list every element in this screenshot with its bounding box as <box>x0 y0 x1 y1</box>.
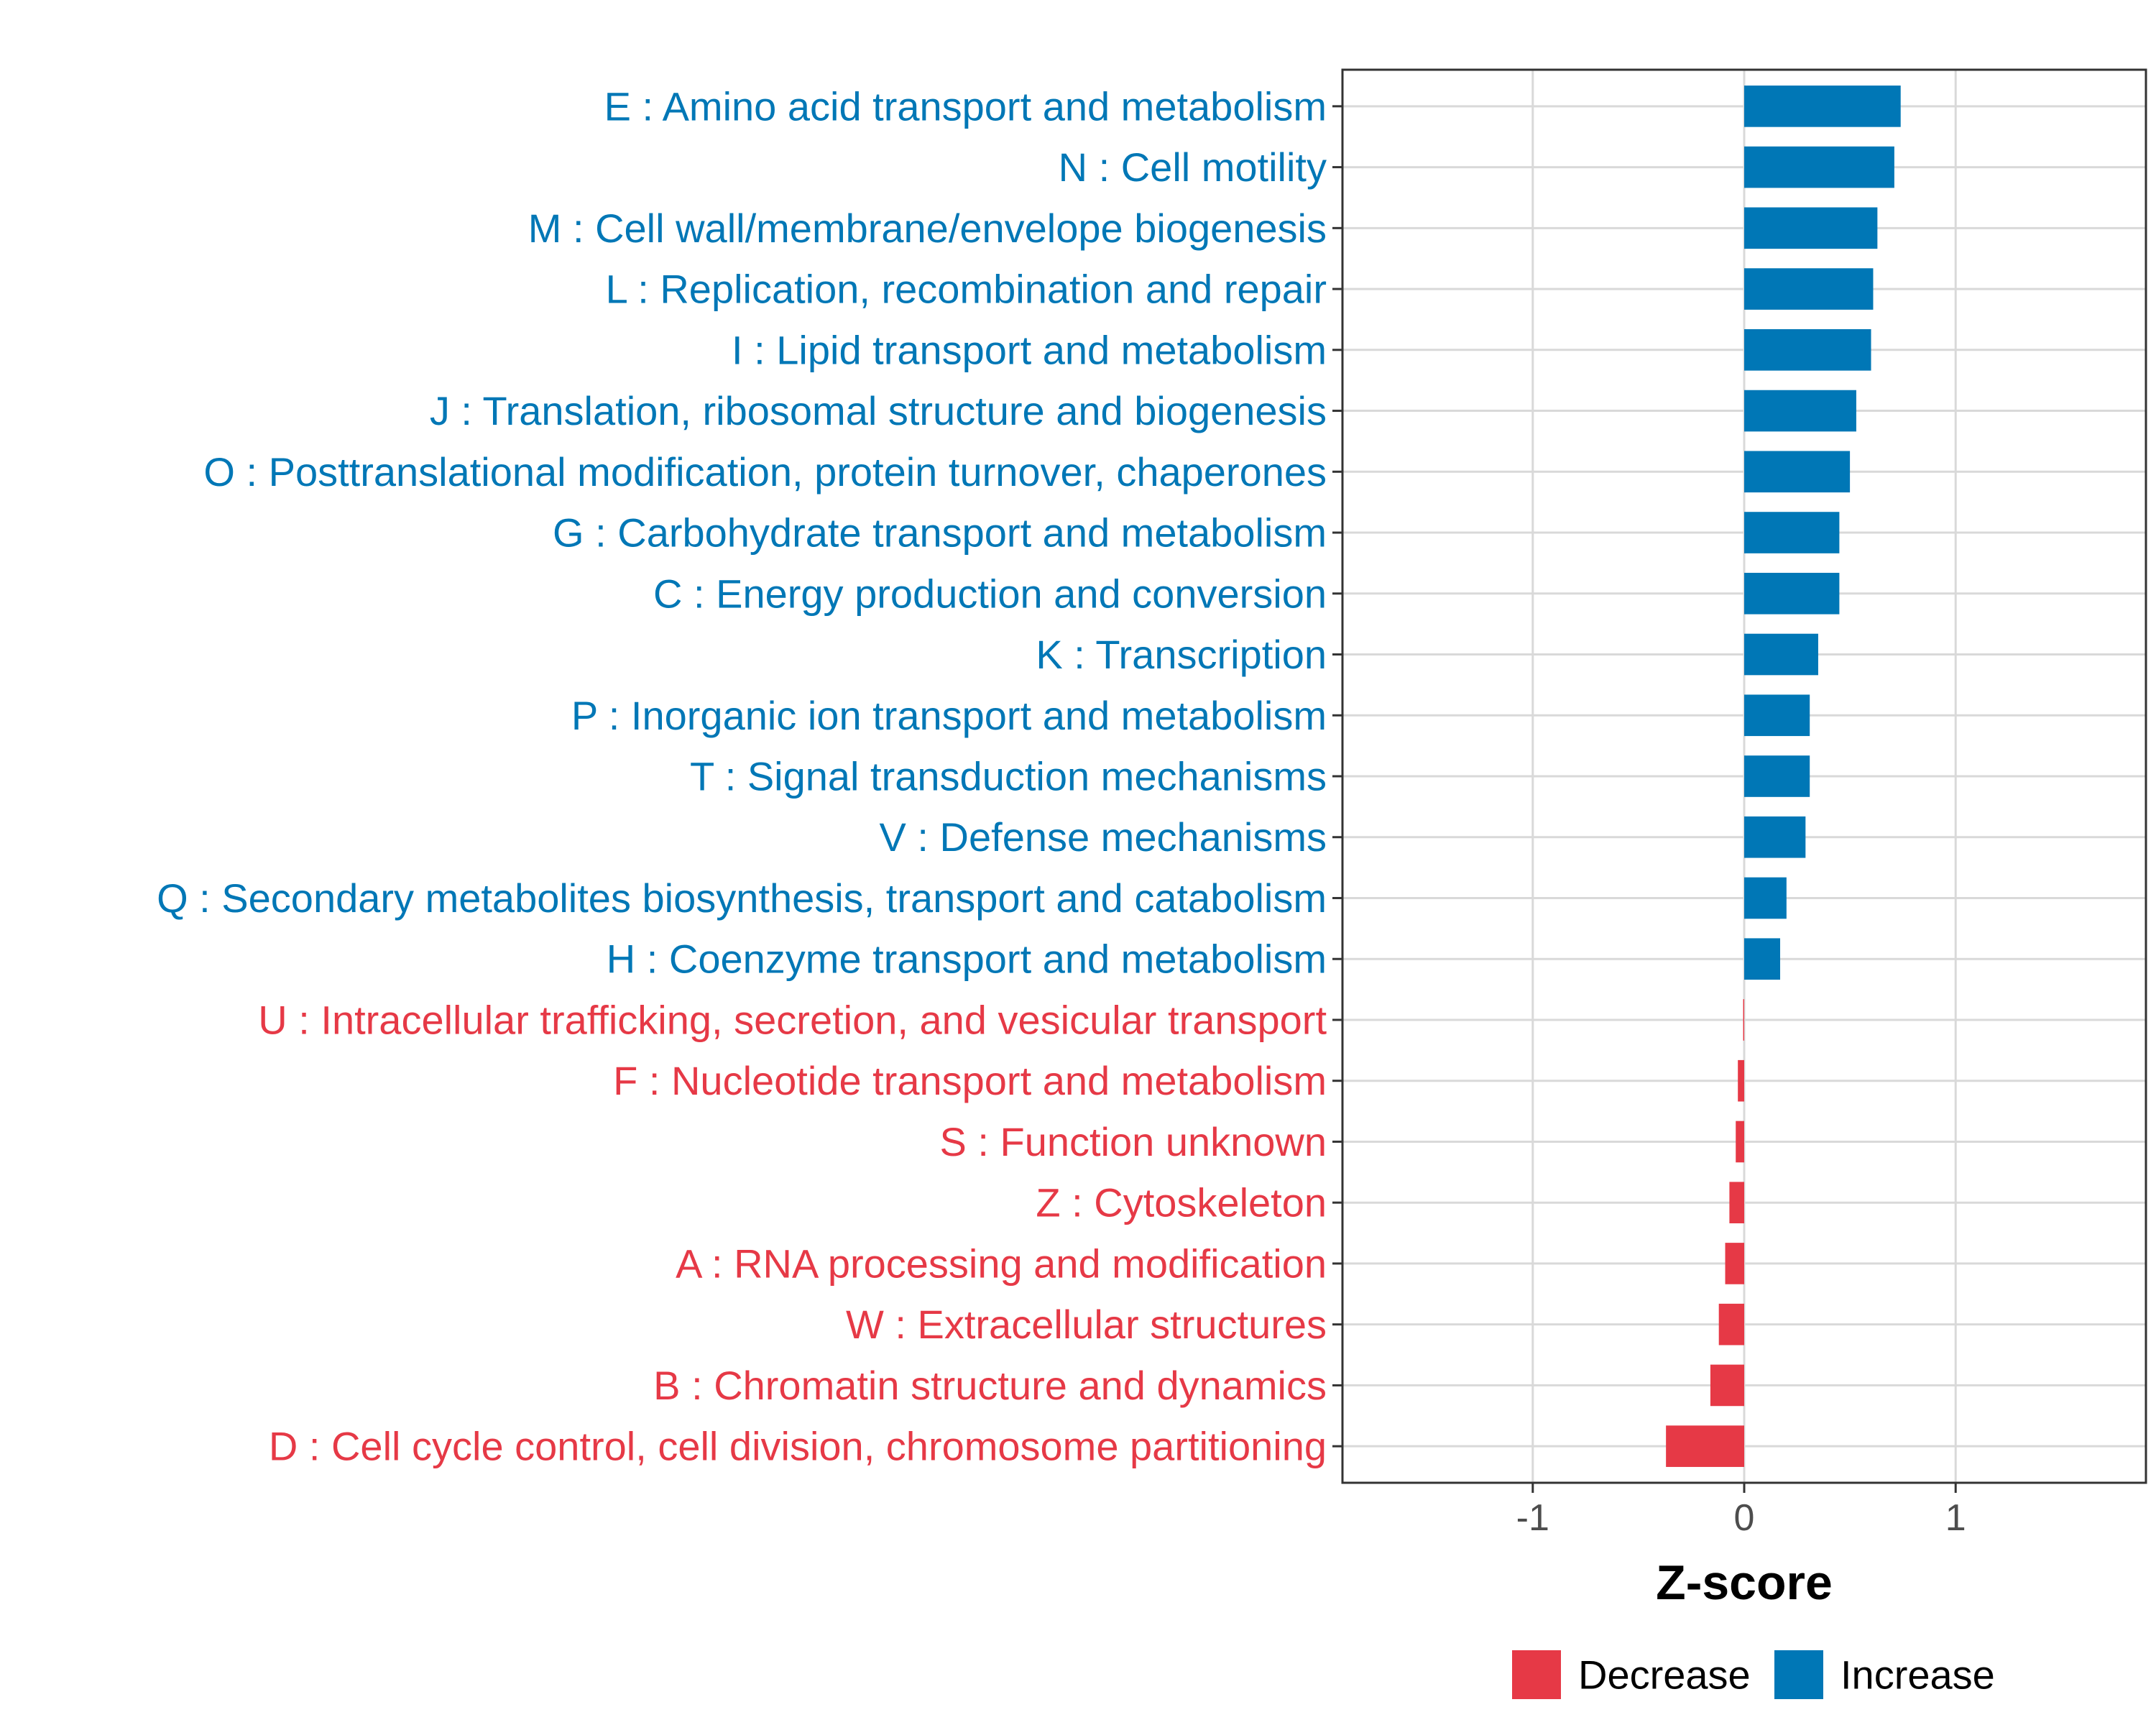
bar <box>1744 938 1781 980</box>
bar <box>1666 1425 1744 1467</box>
bar <box>1744 146 1894 188</box>
y-tick-label: S : Function unknown <box>939 1119 1327 1164</box>
bar <box>1744 572 1840 615</box>
y-tick-label: N : Cell motility <box>1059 144 1327 190</box>
y-tick-label: Q : Secondary metabolites biosynthesis, … <box>157 875 1327 921</box>
bar <box>1744 390 1856 432</box>
y-tick-label: J : Translation, ribosomal structure and… <box>430 388 1327 433</box>
y-tick-label: G : Carbohydrate transport and metabolis… <box>553 510 1327 556</box>
bar <box>1743 999 1744 1041</box>
legend-swatch-increase <box>1774 1650 1823 1699</box>
bar <box>1744 694 1810 737</box>
x-axis: -1 0 1 <box>1516 1483 1966 1539</box>
bar <box>1725 1243 1744 1284</box>
bar <box>1744 86 1901 127</box>
y-tick-label: B : Chromatin structure and dynamics <box>653 1363 1327 1408</box>
bar <box>1744 816 1806 858</box>
x-tick-label: 1 <box>1945 1497 1966 1539</box>
y-tick-label: W : Extracellular structures <box>846 1302 1327 1347</box>
y-tick-label: C : Energy production and conversion <box>653 571 1327 616</box>
y-axis: E : Amino acid transport and metabolism N… <box>157 83 1342 1469</box>
y-tick-label: D : Cell cycle control, cell division, c… <box>269 1424 1327 1469</box>
legend-label-decrease: Decrease <box>1578 1652 1751 1698</box>
x-axis-title: Z-score <box>1656 1555 1833 1610</box>
y-tick-label: O : Posttranslational modification, prot… <box>203 449 1327 494</box>
y-tick-label: H : Coenzyme transport and metabolism <box>607 937 1327 982</box>
y-tick-label: F : Nucleotide transport and metabolism <box>613 1058 1327 1103</box>
y-tick-label: E : Amino acid transport and metabolism <box>604 83 1327 129</box>
y-tick-label: Z : Cytoskeleton <box>1036 1180 1327 1225</box>
y-tick-label: L : Replication, recombination and repai… <box>606 267 1327 312</box>
bar <box>1744 207 1878 249</box>
bar <box>1744 328 1871 371</box>
y-tick-label: T : Signal transduction mechanisms <box>690 754 1327 799</box>
bar <box>1744 512 1840 553</box>
bar <box>1744 633 1818 676</box>
y-tick-label: M : Cell wall/membrane/envelope biogenes… <box>528 206 1327 251</box>
legend: Decrease Increase <box>1512 1650 1995 1699</box>
bar <box>1744 451 1851 493</box>
y-tick-label: P : Inorganic ion transport and metaboli… <box>571 693 1327 738</box>
x-tick-label: 0 <box>1734 1497 1755 1539</box>
bar <box>1710 1364 1744 1407</box>
bar <box>1729 1182 1744 1224</box>
legend-swatch-decrease <box>1512 1650 1561 1699</box>
bar <box>1744 268 1874 310</box>
legend-label-increase: Increase <box>1841 1652 1995 1698</box>
bar <box>1718 1303 1744 1346</box>
bar <box>1744 755 1810 797</box>
bar <box>1744 877 1787 919</box>
y-tick-label: U : Intracellular trafficking, secretion… <box>258 997 1327 1042</box>
bar <box>1736 1121 1744 1163</box>
y-tick-label: A : RNA processing and modification <box>676 1241 1327 1286</box>
y-tick-label: V : Defense mechanisms <box>880 814 1327 860</box>
y-tick-label: I : Lipid transport and metabolism <box>732 327 1327 372</box>
bars-layer <box>1666 86 1901 1467</box>
y-tick-label: K : Transcription <box>1036 632 1327 677</box>
x-tick-label: -1 <box>1516 1497 1549 1539</box>
bar <box>1738 1059 1744 1102</box>
